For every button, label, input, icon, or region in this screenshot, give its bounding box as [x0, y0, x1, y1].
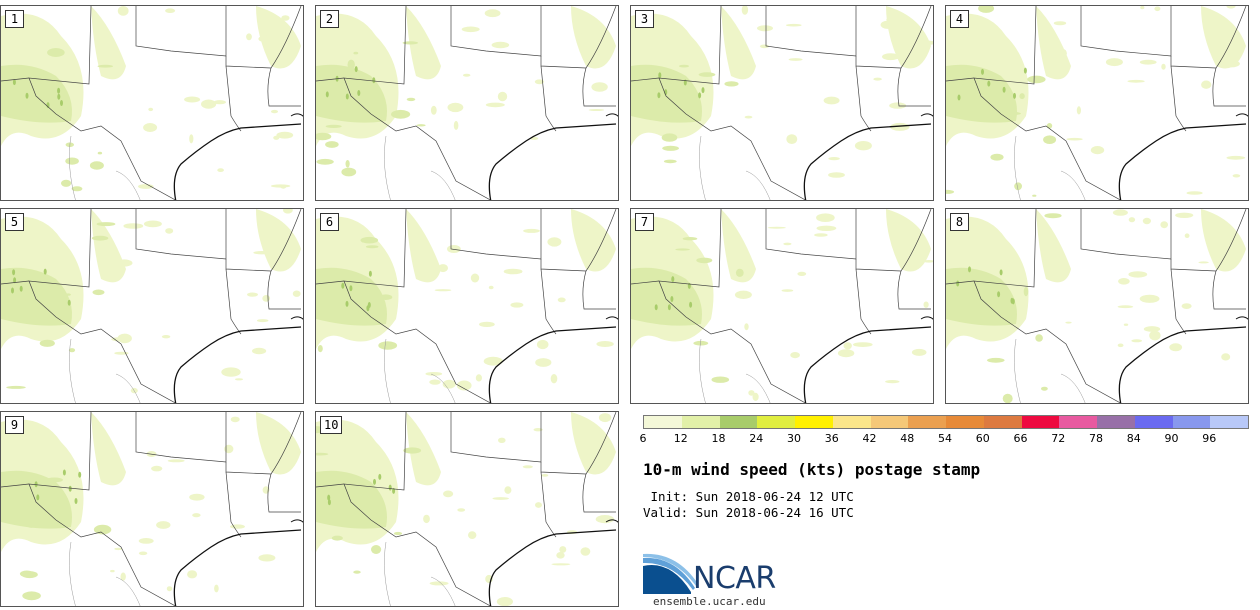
colorbar-tick-label: 90: [1164, 432, 1179, 445]
ensemble-member-panel[interactable]: 10: [315, 411, 619, 607]
member-number-label: 4: [950, 10, 969, 28]
colorbar-segment: [1134, 416, 1173, 428]
ensemble-member-panel[interactable]: 5: [0, 208, 304, 404]
colorbar-tick-label: 18: [711, 432, 726, 445]
ensemble-member-panel[interactable]: 3: [630, 5, 934, 201]
colorbar-segment: [1021, 416, 1060, 428]
member-number-label: 2: [320, 10, 339, 28]
colorbar-segment: [644, 416, 682, 428]
ensemble-member-panel[interactable]: 2: [315, 5, 619, 201]
page-title: 10-m wind speed (kts) postage stamp: [643, 460, 981, 479]
ensemble-member-panel[interactable]: 9: [0, 411, 304, 607]
member-number-label: 1: [5, 10, 24, 28]
colorbar-tick-label: 30: [787, 432, 801, 445]
ensemble-member-panel[interactable]: 8: [945, 208, 1249, 404]
init-time: Init: Sun 2018-06-24 12 UTC: [643, 489, 854, 504]
member-number-label: 5: [5, 213, 24, 231]
colorbar-segment: [832, 416, 871, 428]
colorbar-segment: [1097, 416, 1135, 428]
ncar-logo-text: NCAR: [693, 561, 776, 596]
colorbar-segment: [908, 416, 946, 428]
colorbar-tick-label: 42: [862, 432, 877, 445]
colorbar-segment: [870, 416, 909, 428]
colorbar-tick-label: 84: [1126, 432, 1141, 445]
colorbar-tick-label: 48: [900, 432, 915, 445]
colorbar-tick-label: 24: [749, 432, 764, 445]
colorbar-segment: [757, 416, 795, 428]
colorbar-segment: [1059, 416, 1097, 428]
site-url[interactable]: ensemble.ucar.edu: [653, 595, 766, 608]
ncar-logo-icon: [643, 553, 698, 594]
colorbar-segment: [946, 416, 984, 428]
colorbar-tick-label: 78: [1089, 432, 1103, 445]
ensemble-member-panel[interactable]: 7: [630, 208, 934, 404]
colorbar-segment: [1172, 416, 1211, 428]
member-number-label: 9: [5, 416, 24, 434]
colorbar-tick-label: 96: [1202, 432, 1217, 445]
colorbar-tick-label: 12: [673, 432, 688, 445]
ensemble-member-panel[interactable]: 4: [945, 5, 1249, 201]
member-number-label: 7: [635, 213, 654, 231]
forecast-times: Init: Sun 2018-06-24 12 UTC Valid: Sun 2…: [643, 489, 854, 521]
colorbar-tick-label: 36: [824, 432, 839, 445]
colorbar-segment: [719, 416, 758, 428]
colorbar-segment: [681, 416, 720, 428]
member-number-label: 8: [950, 213, 969, 231]
colorbar-tick-label: 54: [938, 432, 952, 445]
valid-time: Valid: Sun 2018-06-24 16 UTC: [643, 505, 854, 520]
member-number-label: 6: [320, 213, 339, 231]
member-number-label: 10: [320, 416, 343, 434]
ensemble-member-panel[interactable]: 1: [0, 5, 304, 201]
colorbar-tick-label: 6: [639, 432, 647, 445]
colorbar-segment: [1210, 416, 1248, 428]
colorbar-segment: [795, 416, 833, 428]
colorbar-tick-label: 60: [975, 432, 990, 445]
colorbar-tick-label: 72: [1051, 432, 1066, 445]
colorbar-tick-label: 66: [1013, 432, 1028, 445]
colorbar-segment: [983, 416, 1022, 428]
ensemble-member-panel[interactable]: 6: [315, 208, 619, 404]
member-number-label: 3: [635, 10, 654, 28]
wind-speed-colorbar: [643, 415, 1249, 429]
